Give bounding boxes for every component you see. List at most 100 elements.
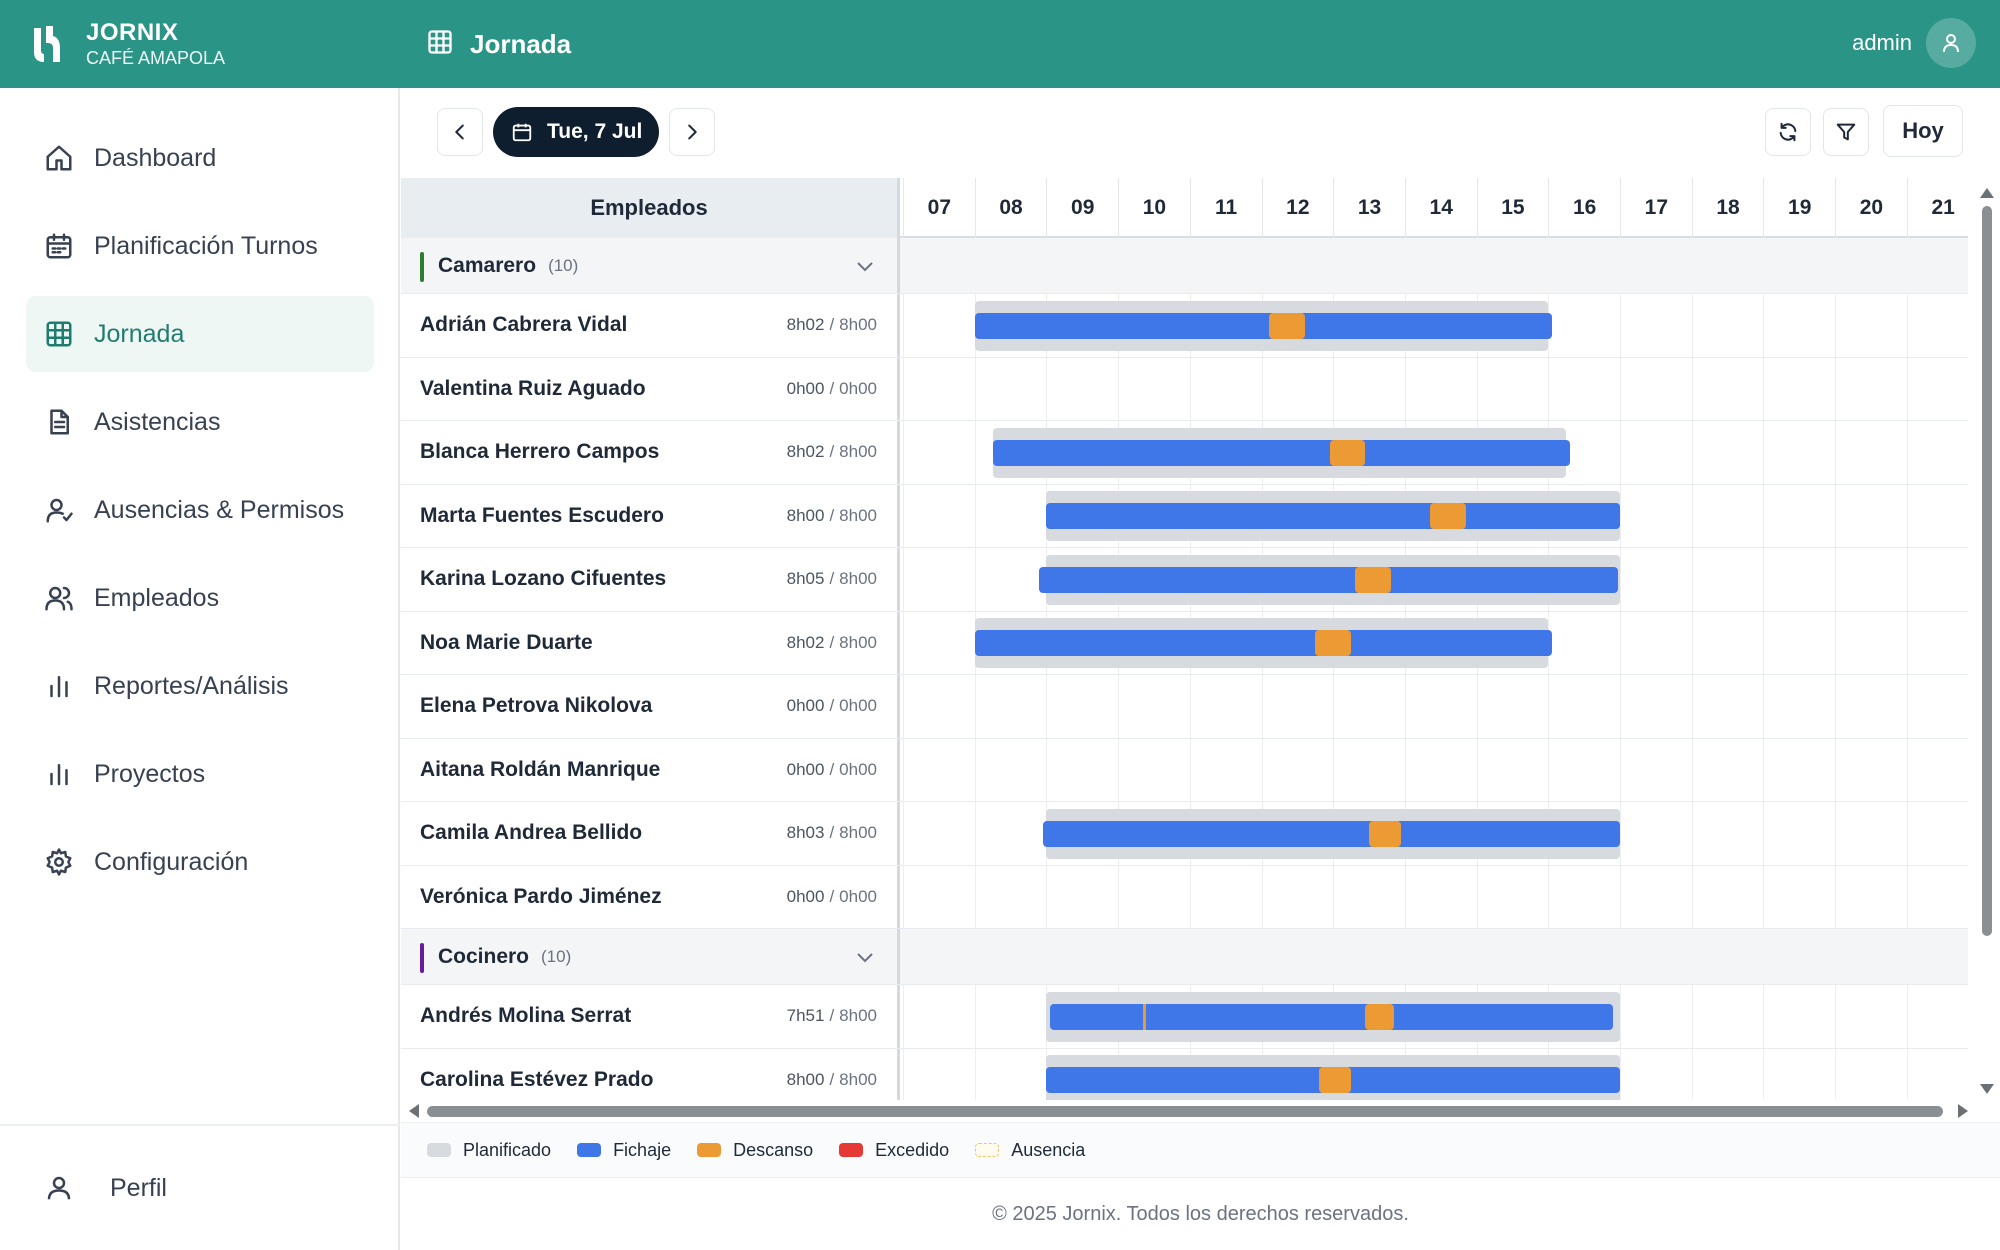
group-row[interactable]: Cocinero (10) bbox=[401, 929, 1968, 985]
employee-name[interactable]: Aitana Roldán Manrique bbox=[420, 757, 661, 781]
clock-in-bar[interactable] bbox=[1042, 820, 1620, 847]
group-header[interactable]: Cocinero (10) bbox=[401, 929, 900, 984]
break-bar[interactable] bbox=[1369, 820, 1402, 847]
break-bar[interactable] bbox=[1354, 566, 1391, 593]
employee-name[interactable]: Adrián Cabrera Vidal bbox=[420, 313, 628, 337]
planned-hours: 0h00 bbox=[839, 886, 877, 906]
employee-name[interactable]: Andrés Molina Serrat bbox=[420, 1004, 632, 1028]
employee-name[interactable]: Carolina Estévez Prado bbox=[420, 1067, 654, 1091]
employee-hours: 8h00/8h00 bbox=[786, 1069, 877, 1089]
planned-hours: 0h00 bbox=[839, 378, 877, 398]
sidebar-item-empleados[interactable]: Empleados bbox=[26, 560, 374, 636]
worked-hours: 8h00 bbox=[786, 1069, 825, 1089]
employee-name[interactable]: Elena Petrova Nikolova bbox=[420, 694, 653, 718]
vertical-scroll-thumb[interactable] bbox=[1982, 206, 1992, 936]
scroll-left-arrow[interactable] bbox=[409, 1104, 419, 1118]
vertical-scrollbar[interactable] bbox=[1976, 180, 1998, 1100]
brand-name: JORNIX bbox=[86, 19, 179, 46]
hour-gridline bbox=[1620, 238, 1621, 1100]
grid-icon bbox=[44, 319, 74, 349]
sidebar-item-planificación-turnos[interactable]: Planificación Turnos bbox=[26, 208, 374, 284]
sidebar-item-reportes-análisis[interactable]: Reportes/Análisis bbox=[26, 648, 374, 724]
employee-name[interactable]: Blanca Herrero Campos bbox=[420, 440, 660, 464]
today-button[interactable]: Hoy bbox=[1883, 105, 1963, 157]
date-toolbar: Tue, 7 Jul Hoy bbox=[400, 88, 2000, 178]
sidebar-item-jornada[interactable]: Jornada bbox=[26, 296, 374, 372]
hour-gridline bbox=[1548, 238, 1550, 1100]
sidebar-item-proyectos[interactable]: Proyectos bbox=[26, 736, 374, 812]
chevron-down-icon[interactable] bbox=[853, 945, 877, 969]
employee-hours: 7h51/8h00 bbox=[786, 1006, 877, 1026]
topbar: Jornada admin bbox=[400, 0, 2000, 88]
employee-name[interactable]: Noa Marie Duarte bbox=[420, 630, 593, 654]
horizontal-scrollbar[interactable] bbox=[401, 1100, 1976, 1122]
scroll-down-arrow[interactable] bbox=[1980, 1084, 1994, 1094]
break-bar[interactable] bbox=[1429, 503, 1466, 530]
group-name: Cocinero (10) bbox=[438, 944, 572, 968]
sidebar-item-dashboard[interactable]: Dashboard bbox=[26, 120, 374, 196]
refresh-button[interactable] bbox=[1765, 108, 1811, 156]
scroll-right-arrow[interactable] bbox=[1958, 1104, 1968, 1118]
clock-in-bar[interactable] bbox=[992, 439, 1570, 466]
sidebar-item-label: Ausencias & Permisos bbox=[94, 495, 345, 524]
employee-row: Elena Petrova Nikolova 0h00/0h00 bbox=[401, 675, 1968, 739]
clock-in-bar[interactable] bbox=[974, 312, 1552, 339]
filter-button[interactable] bbox=[1823, 108, 1869, 156]
sidebar-nav: Dashboard Planificación Turnos Jornada Asis… bbox=[0, 120, 400, 912]
sidebar-item-label: Planificación Turnos bbox=[94, 231, 318, 260]
hour-label: 15 bbox=[1476, 178, 1549, 238]
document-icon bbox=[44, 407, 74, 437]
legend-label: Planificado bbox=[463, 1139, 552, 1160]
hour-label: 18 bbox=[1691, 178, 1764, 238]
horizontal-scroll-thumb[interactable] bbox=[427, 1106, 1943, 1117]
hour-gridline bbox=[1691, 238, 1693, 1100]
employee-name[interactable]: Karina Lozano Cifuentes bbox=[420, 567, 667, 591]
employee-name[interactable]: Valentina Ruiz Aguado bbox=[420, 376, 646, 400]
employee-name[interactable]: Camila Andrea Bellido bbox=[420, 821, 643, 845]
group-row[interactable]: Camarero (10) bbox=[401, 238, 1968, 294]
bar-chart-icon bbox=[44, 759, 74, 789]
hour-label: 07 bbox=[903, 178, 975, 238]
hour-label: 13 bbox=[1333, 178, 1405, 238]
date-picker-button[interactable]: Tue, 7 Jul bbox=[493, 107, 659, 157]
break-bar[interactable] bbox=[1329, 439, 1366, 466]
legend-swatch bbox=[975, 1143, 1000, 1157]
legend-item: Planificado bbox=[427, 1140, 551, 1161]
employee-name[interactable]: Marta Fuentes Escudero bbox=[420, 503, 664, 527]
avatar[interactable] bbox=[1926, 18, 1976, 68]
worked-hours: 8h00 bbox=[786, 505, 825, 525]
clock-in-bar[interactable] bbox=[1046, 503, 1620, 530]
employee-name[interactable]: Verónica Pardo Jiménez bbox=[420, 884, 662, 908]
group-header[interactable]: Camarero (10) bbox=[401, 238, 900, 293]
sidebar-item-asistencias[interactable]: Asistencias bbox=[26, 384, 374, 460]
sidebar-item-label: Proyectos bbox=[94, 759, 206, 788]
break-bar[interactable] bbox=[1318, 1067, 1352, 1094]
clock-in-bar[interactable] bbox=[974, 630, 1552, 657]
employee-cell: Elena Petrova Nikolova 0h00/0h00 bbox=[401, 675, 900, 738]
legend-swatch bbox=[839, 1143, 864, 1157]
clock-in-bar[interactable] bbox=[1049, 1003, 1613, 1030]
break-bar[interactable] bbox=[1315, 630, 1352, 657]
break-bar[interactable] bbox=[1365, 1003, 1395, 1030]
planned-hours: 8h00 bbox=[839, 569, 877, 589]
employee-row: Marta Fuentes Escudero 8h00/8h00 bbox=[401, 484, 1968, 548]
hour-label: 09 bbox=[1046, 178, 1118, 238]
clock-in-bar[interactable] bbox=[1039, 566, 1618, 593]
user-name[interactable]: admin bbox=[1852, 30, 1912, 55]
sidebar-item-ausencias-permisos[interactable]: Ausencias & Permisos bbox=[26, 472, 374, 548]
jornix-logo-icon bbox=[34, 26, 60, 62]
user-check-icon bbox=[44, 495, 74, 525]
sidebar-item-configuración[interactable]: Configuración bbox=[26, 824, 374, 900]
employee-cell: Andrés Molina Serrat 7h51/8h00 bbox=[401, 985, 900, 1048]
prev-day-button[interactable] bbox=[437, 108, 483, 156]
break-bar[interactable] bbox=[1268, 312, 1305, 339]
brand-header[interactable]: JORNIX CAFÉ AMAPOLA bbox=[0, 0, 400, 88]
employee-cell: Noa Marie Duarte 8h02/8h00 bbox=[401, 611, 900, 674]
group-count: (10) bbox=[548, 255, 579, 275]
chevron-down-icon[interactable] bbox=[853, 254, 877, 278]
employee-cell: Blanca Herrero Campos 8h02/8h00 bbox=[401, 421, 900, 484]
scroll-up-arrow[interactable] bbox=[1980, 188, 1994, 198]
next-day-button[interactable] bbox=[669, 108, 715, 156]
hour-label: 16 bbox=[1548, 178, 1620, 238]
profile-link[interactable]: Perfil bbox=[0, 1124, 400, 1250]
